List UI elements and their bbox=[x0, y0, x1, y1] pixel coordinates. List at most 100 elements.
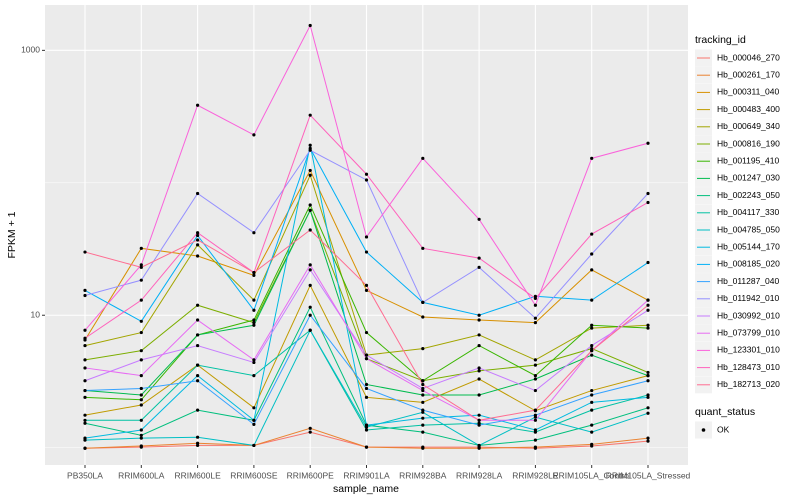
point bbox=[646, 370, 650, 375]
point bbox=[590, 298, 594, 302]
point bbox=[139, 330, 143, 335]
point bbox=[252, 422, 256, 426]
point bbox=[421, 400, 425, 404]
point bbox=[421, 346, 425, 351]
point bbox=[364, 330, 369, 335]
legend-label: Hb_000483_400 bbox=[717, 104, 780, 114]
point bbox=[308, 148, 312, 152]
point bbox=[83, 328, 87, 332]
y-tick-label: 1000 bbox=[21, 45, 40, 55]
point bbox=[308, 283, 312, 287]
point bbox=[83, 366, 87, 370]
legend-label: Hb_004117_330 bbox=[717, 207, 780, 217]
point bbox=[139, 246, 143, 250]
x-tick-label: PB350LA bbox=[67, 470, 103, 480]
point bbox=[252, 443, 256, 448]
legend-label: Hb_123301_010 bbox=[717, 345, 780, 355]
point bbox=[139, 358, 143, 362]
legend-label: Hb_011287_040 bbox=[717, 276, 780, 286]
point bbox=[533, 445, 538, 449]
point bbox=[364, 250, 369, 254]
point bbox=[364, 428, 369, 432]
point bbox=[590, 343, 594, 348]
point bbox=[139, 298, 143, 302]
point bbox=[139, 349, 143, 353]
x-tick-label: RRIM928LE bbox=[512, 470, 559, 480]
legend-label: Hb_005144_170 bbox=[717, 241, 780, 251]
point bbox=[533, 303, 538, 307]
point bbox=[477, 423, 481, 427]
point bbox=[421, 416, 425, 420]
point bbox=[139, 386, 143, 391]
point bbox=[364, 395, 369, 399]
point bbox=[83, 446, 87, 450]
point bbox=[364, 423, 369, 427]
point bbox=[252, 358, 256, 362]
point bbox=[139, 278, 143, 282]
point bbox=[196, 231, 200, 235]
point bbox=[646, 374, 650, 378]
legend-label: Hb_000311_040 bbox=[717, 87, 780, 97]
point bbox=[646, 323, 650, 327]
legend-label: Hb_001195_410 bbox=[717, 155, 780, 165]
point bbox=[139, 265, 143, 269]
x-tick-label: RRIM600LE bbox=[174, 470, 221, 480]
point bbox=[590, 400, 594, 404]
point bbox=[421, 382, 425, 387]
legend-label: Hb_002243_050 bbox=[717, 190, 780, 200]
point bbox=[590, 393, 594, 397]
y-tick-label: 10 bbox=[31, 309, 41, 319]
point bbox=[252, 406, 256, 410]
point bbox=[477, 217, 481, 221]
point bbox=[533, 358, 538, 362]
point bbox=[139, 374, 143, 378]
point bbox=[477, 333, 481, 337]
point bbox=[308, 143, 312, 147]
point bbox=[590, 423, 594, 427]
point bbox=[477, 377, 481, 381]
x-tick-label: RRIM105LA_Control bbox=[552, 470, 631, 480]
point bbox=[139, 418, 143, 422]
point bbox=[533, 377, 538, 381]
point bbox=[421, 423, 425, 427]
point bbox=[83, 395, 87, 399]
point bbox=[477, 256, 481, 260]
legend-label: Hb_000816_190 bbox=[717, 138, 780, 148]
point bbox=[308, 430, 312, 434]
legend-label: Hb_000261_170 bbox=[717, 69, 780, 79]
point bbox=[533, 438, 538, 442]
legend-label: Hb_182713_020 bbox=[717, 379, 780, 389]
point bbox=[646, 308, 650, 312]
point bbox=[364, 386, 369, 391]
point bbox=[139, 403, 143, 407]
point bbox=[646, 298, 650, 302]
point bbox=[646, 393, 650, 397]
point bbox=[590, 232, 594, 236]
point bbox=[421, 408, 425, 412]
point bbox=[139, 433, 143, 437]
point bbox=[196, 333, 200, 337]
point bbox=[364, 172, 369, 176]
point bbox=[308, 113, 312, 117]
point bbox=[533, 320, 538, 325]
legend-label: Hb_128473_010 bbox=[717, 362, 780, 372]
point bbox=[252, 323, 256, 327]
point bbox=[590, 323, 594, 327]
legend-label: Hb_008185_020 bbox=[717, 259, 780, 269]
point bbox=[590, 349, 594, 353]
point bbox=[139, 428, 143, 432]
point bbox=[533, 418, 538, 422]
x-tick-label: RRIM901LA bbox=[343, 470, 390, 480]
point bbox=[196, 254, 200, 258]
point bbox=[364, 353, 369, 357]
point bbox=[196, 303, 200, 307]
point bbox=[308, 426, 312, 430]
point bbox=[139, 398, 143, 402]
point bbox=[477, 418, 481, 422]
point bbox=[308, 313, 312, 317]
point bbox=[364, 235, 369, 239]
point bbox=[421, 246, 425, 250]
point bbox=[533, 363, 538, 367]
point bbox=[533, 428, 538, 432]
